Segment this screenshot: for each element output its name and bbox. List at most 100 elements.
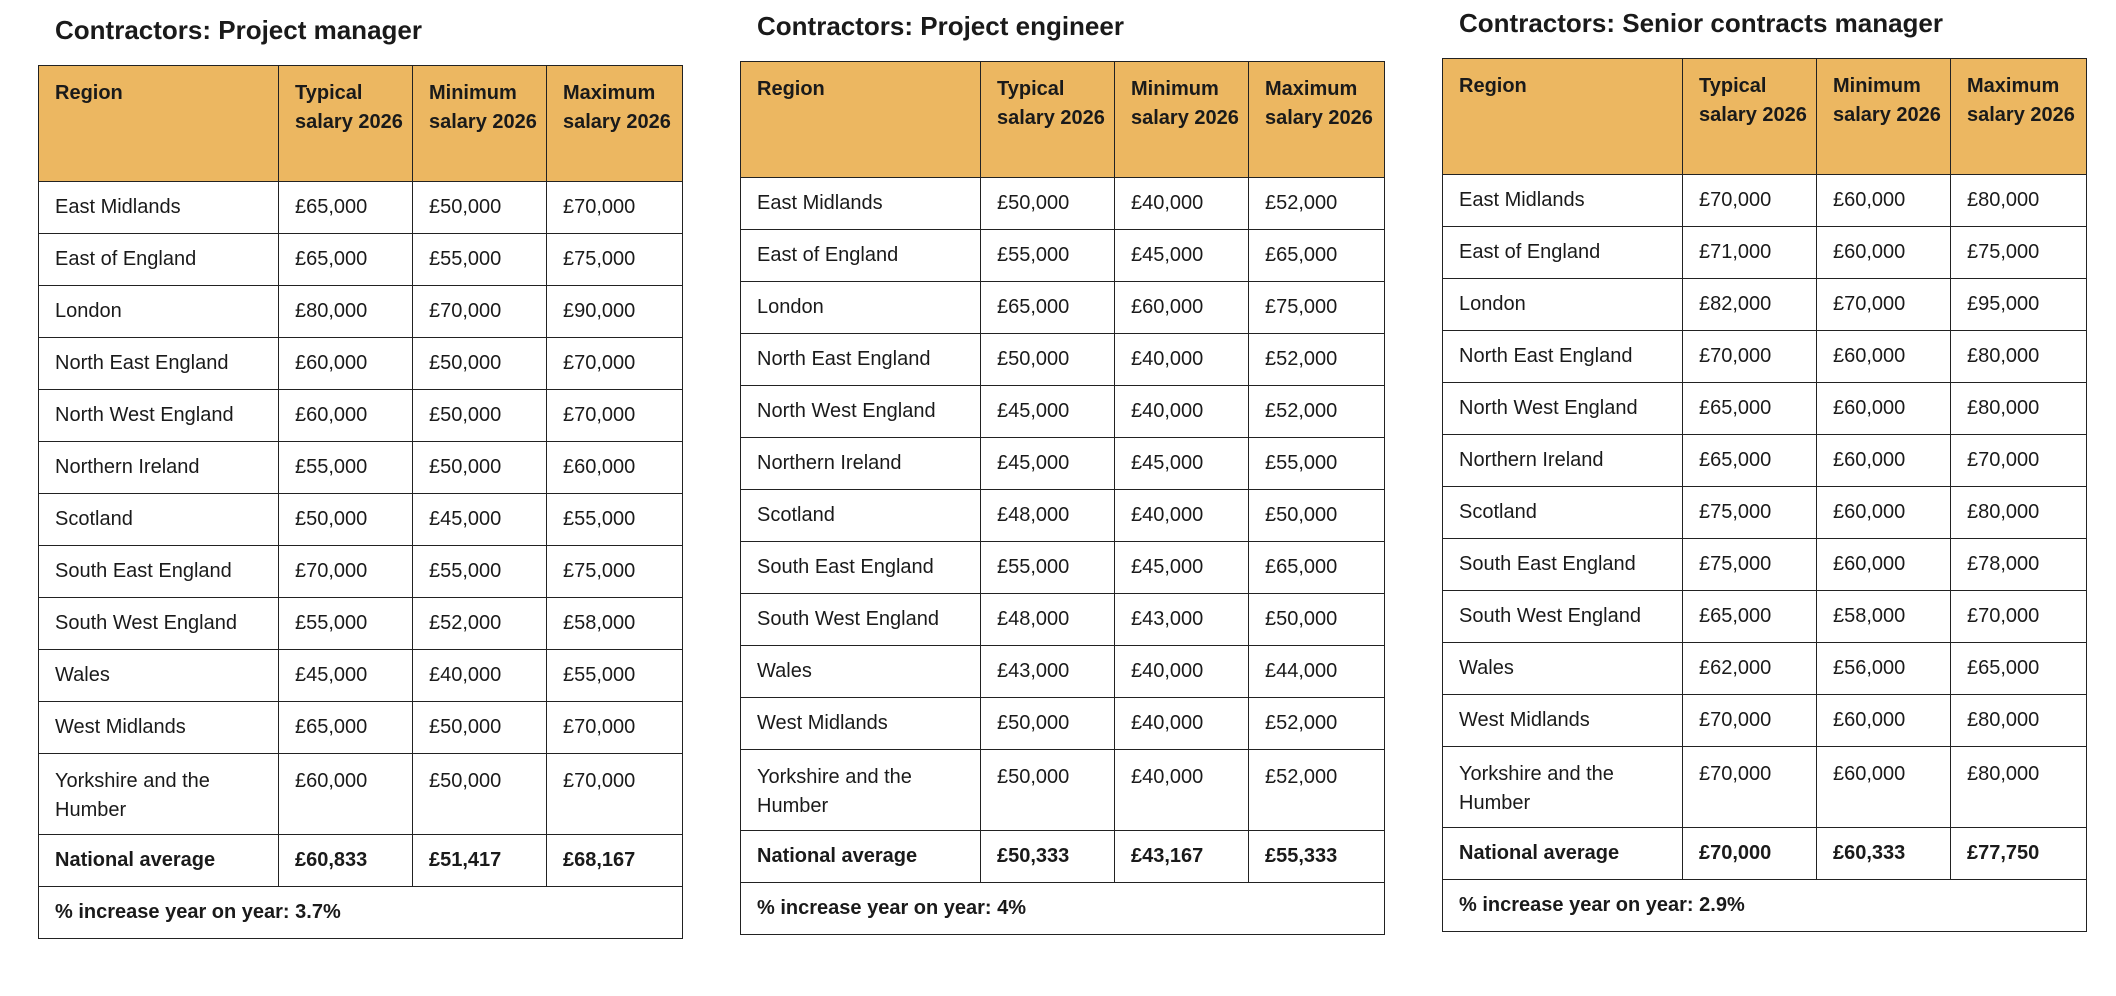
- maximum-salary-cell: £70,000: [546, 181, 683, 234]
- region-cell: North East England: [1442, 330, 1683, 383]
- minimum-salary-cell: £43,000: [1114, 593, 1249, 646]
- minimum-salary-cell: £50,000: [412, 389, 547, 442]
- maximum-salary-cell: £80,000: [1950, 486, 2087, 539]
- region-cell: East of England: [1442, 226, 1683, 279]
- typical-salary-cell: £55,000: [980, 541, 1115, 594]
- region-cell: London: [38, 285, 279, 338]
- minimum-salary-cell: £50,000: [412, 701, 547, 754]
- minimum-salary-cell: £56,000: [1816, 642, 1951, 695]
- year-on-year-increase: % increase year on year: 3.7%: [38, 886, 683, 939]
- minimum-salary-cell: £45,000: [412, 493, 547, 546]
- average-region-cell: National average: [740, 830, 981, 883]
- average-maximum-salary-cell: £77,750: [1950, 827, 2087, 880]
- minimum-salary-cell: £70,000: [1816, 278, 1951, 331]
- region-cell: Scotland: [1442, 486, 1683, 539]
- table-title: Contractors: Senior contracts manager: [1459, 8, 1944, 38]
- region-cell: Northern Ireland: [1442, 434, 1683, 487]
- minimum-salary-cell: £45,000: [1114, 541, 1249, 594]
- table-row: Yorkshire and the Humber £50,000 £40,000 £5…: [740, 749, 1385, 831]
- table-row: North West England £45,000 £40,000 £52,000: [740, 385, 1385, 438]
- typical-salary-cell: £70,000: [1682, 746, 1817, 828]
- region-cell: Yorkshire and the Humber: [38, 753, 279, 835]
- national-average-row: National average £60,833 £51,417 £68,167: [38, 834, 683, 887]
- typical-salary-cell: £65,000: [1682, 590, 1817, 643]
- typical-salary-cell: £45,000: [980, 385, 1115, 438]
- region-cell: East of England: [38, 233, 279, 286]
- maximum-salary-cell: £75,000: [546, 545, 683, 598]
- typical-salary-cell: £48,000: [980, 489, 1115, 542]
- national-average-row: National average £70,000 £60,333 £77,750: [1442, 827, 2087, 880]
- minimum-salary-cell: £50,000: [412, 181, 547, 234]
- maximum-salary-cell: £60,000: [546, 441, 683, 494]
- region-cell: Northern Ireland: [38, 441, 279, 494]
- maximum-salary-cell: £90,000: [546, 285, 683, 338]
- maximum-salary-cell: £52,000: [1248, 697, 1385, 750]
- typical-salary-cell: £75,000: [1682, 538, 1817, 591]
- table-row: East Midlands £65,000 £50,000 £70,000: [38, 181, 683, 234]
- typical-salary-cell: £65,000: [980, 281, 1115, 334]
- minimum-salary-cell: £40,000: [1114, 177, 1249, 230]
- table-row: North East England £60,000 £50,000 £70,000: [38, 337, 683, 390]
- typical-salary-cell: £50,000: [980, 697, 1115, 750]
- region-cell: Wales: [740, 645, 981, 698]
- increase-row: % increase year on year: 4%: [740, 882, 1385, 935]
- table-row: West Midlands £65,000 £50,000 £70,000: [38, 701, 683, 754]
- table-row: Northern Ireland £55,000 £50,000 £60,000: [38, 441, 683, 494]
- region-cell: South East England: [1442, 538, 1683, 591]
- table-row: South West England £65,000 £58,000 £70,000: [1442, 590, 2087, 643]
- table-row: South East England £75,000 £60,000 £78,000: [1442, 538, 2087, 591]
- maximum-salary-cell: £75,000: [1950, 226, 2087, 279]
- minimum-salary-cell: £40,000: [1114, 749, 1249, 831]
- column-header-typical-salary: Typical salary 2026: [278, 65, 413, 182]
- header-row: Region Typical salary 2026 Minimum salary …: [1442, 58, 2087, 175]
- typical-salary-cell: £65,000: [278, 701, 413, 754]
- column-header-minimum-salary: Minimum salary 2026: [1816, 58, 1951, 175]
- column-header-maximum-salary: Maximum salary 2026: [546, 65, 683, 182]
- table-row: Wales £43,000 £40,000 £44,000: [740, 645, 1385, 698]
- region-cell: West Midlands: [740, 697, 981, 750]
- average-minimum-salary-cell: £51,417: [412, 834, 547, 887]
- typical-salary-cell: £60,000: [278, 753, 413, 835]
- maximum-salary-cell: £65,000: [1248, 541, 1385, 594]
- column-header-typical-salary: Typical salary 2026: [1682, 58, 1817, 175]
- column-header-region: Region: [1442, 58, 1683, 175]
- table-row: East Midlands £70,000 £60,000 £80,000: [1442, 174, 2087, 227]
- typical-salary-cell: £50,000: [278, 493, 413, 546]
- maximum-salary-cell: £50,000: [1248, 593, 1385, 646]
- minimum-salary-cell: £60,000: [1816, 538, 1951, 591]
- maximum-salary-cell: £95,000: [1950, 278, 2087, 331]
- average-region-cell: National average: [1442, 827, 1683, 880]
- minimum-salary-cell: £55,000: [412, 545, 547, 598]
- region-cell: South East England: [740, 541, 981, 594]
- table-row: Wales £62,000 £56,000 £65,000: [1442, 642, 2087, 695]
- typical-salary-cell: £80,000: [278, 285, 413, 338]
- region-cell: South West England: [1442, 590, 1683, 643]
- table-row: South East England £55,000 £45,000 £65,000: [740, 541, 1385, 594]
- minimum-salary-cell: £60,000: [1816, 330, 1951, 383]
- minimum-salary-cell: £40,000: [1114, 489, 1249, 542]
- table-row: London £82,000 £70,000 £95,000: [1442, 278, 2087, 331]
- table-row: North East England £50,000 £40,000 £52,000: [740, 333, 1385, 386]
- year-on-year-increase: % increase year on year: 4%: [740, 882, 1385, 935]
- average-minimum-salary-cell: £60,333: [1816, 827, 1951, 880]
- maximum-salary-cell: £80,000: [1950, 746, 2087, 828]
- typical-salary-cell: £71,000: [1682, 226, 1817, 279]
- region-cell: South East England: [38, 545, 279, 598]
- minimum-salary-cell: £40,000: [1114, 385, 1249, 438]
- maximum-salary-cell: £80,000: [1950, 694, 2087, 747]
- region-cell: Wales: [38, 649, 279, 702]
- table-row: North West England £65,000 £60,000 £80,000: [1442, 382, 2087, 435]
- column-header-maximum-salary: Maximum salary 2026: [1248, 61, 1385, 178]
- region-cell: Yorkshire and the Humber: [1442, 746, 1683, 828]
- maximum-salary-cell: £55,000: [546, 649, 683, 702]
- table-row: West Midlands £70,000 £60,000 £80,000: [1442, 694, 2087, 747]
- region-cell: Scotland: [38, 493, 279, 546]
- region-cell: North West England: [38, 389, 279, 442]
- table-row: West Midlands £50,000 £40,000 £52,000: [740, 697, 1385, 750]
- salary-table: Region Typical salary 2026 Minimum salary …: [38, 65, 683, 939]
- minimum-salary-cell: £60,000: [1816, 746, 1951, 828]
- table-row: Scotland £75,000 £60,000 £80,000: [1442, 486, 2087, 539]
- maximum-salary-cell: £70,000: [1950, 434, 2087, 487]
- table-row: Scotland £50,000 £45,000 £55,000: [38, 493, 683, 546]
- minimum-salary-cell: £60,000: [1816, 382, 1951, 435]
